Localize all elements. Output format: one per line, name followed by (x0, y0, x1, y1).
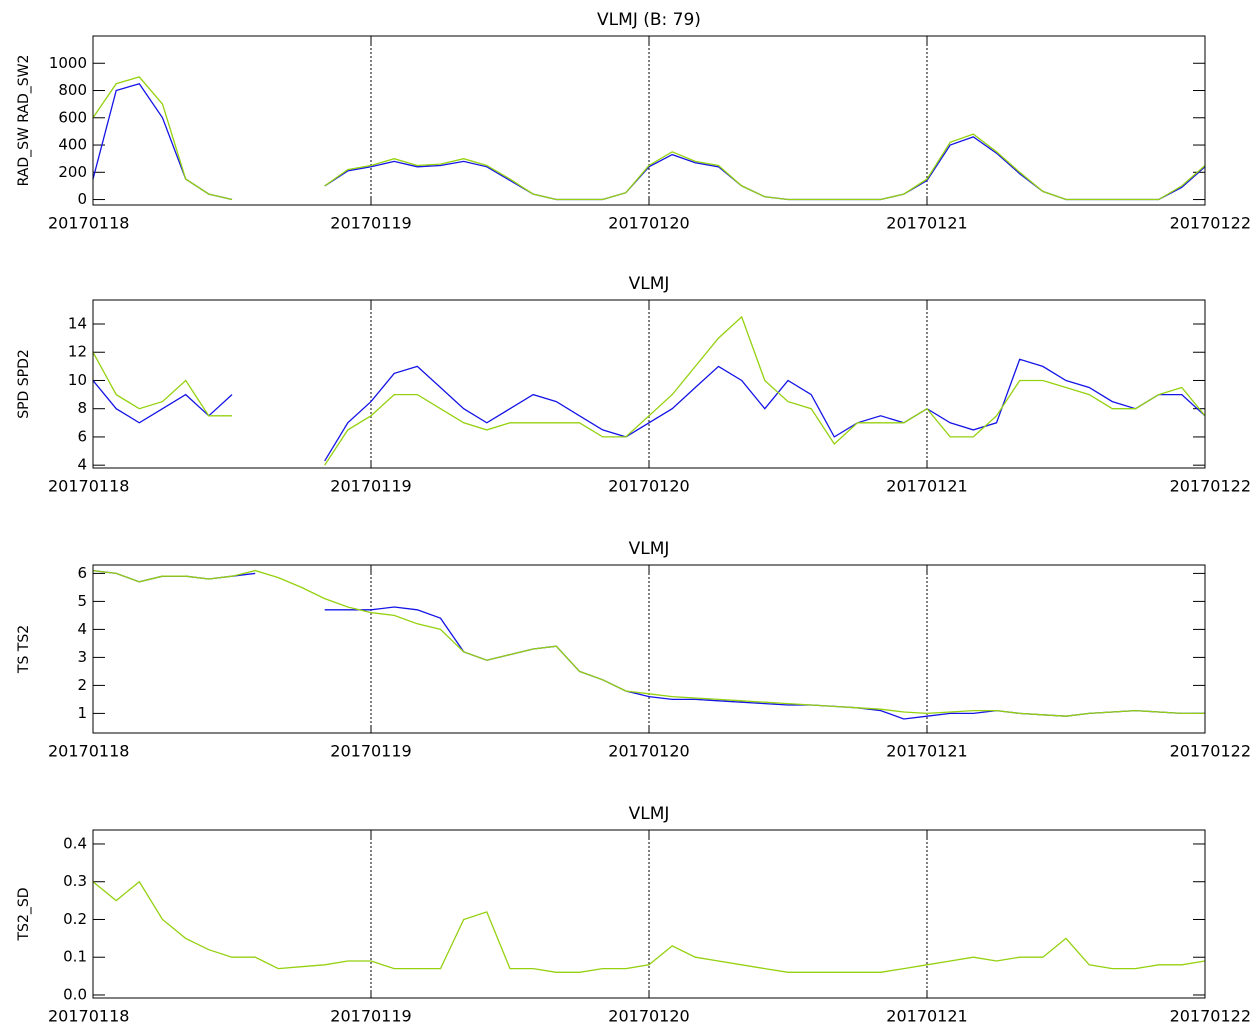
x-tick-label: 20170121 (886, 742, 967, 761)
chart-title: VLMJ (B: 79) (597, 10, 701, 30)
y-axis-label: RAD_SW RAD_SW2 (16, 55, 32, 187)
y-axis-label: TS TS2 (16, 625, 32, 674)
y-tick-label: 1000 (49, 54, 87, 72)
x-tick-label: 20170120 (608, 477, 689, 496)
x-tick-label: 20170118 (48, 214, 129, 233)
y-tick-label: 8 (77, 399, 87, 417)
y-tick-label: 1 (77, 704, 87, 722)
y-tick-label: 3 (77, 648, 87, 666)
x-tick-label: 20170118 (48, 1007, 129, 1026)
chart-title: VLMJ (629, 804, 670, 824)
chart-title: VLMJ (629, 274, 670, 294)
y-tick-label: 0.0 (63, 985, 87, 1003)
x-tick-label: 20170118 (48, 742, 129, 761)
x-tick-label: 20170121 (886, 1007, 967, 1026)
series-line (92, 76, 1206, 201)
y-tick-label: 0.4 (63, 834, 87, 852)
series-line (92, 569, 1205, 720)
plot-frame (92, 35, 1206, 206)
y-tick-label: 14 (68, 315, 87, 333)
y-tick-label: 400 (58, 136, 87, 154)
y-tick-label: 5 (77, 592, 87, 610)
x-tick-label: 20170120 (608, 214, 689, 233)
y-tick-label: 4 (77, 456, 87, 474)
y-axis-label: TS2_SD (16, 887, 32, 941)
x-tick-label: 20170120 (608, 742, 689, 761)
y-tick-label: 800 (58, 81, 87, 99)
x-tick-label: 20170119 (330, 1007, 411, 1026)
y-tick-label: 2 (77, 676, 87, 694)
series-line (92, 880, 1206, 973)
chart-title: VLMJ (629, 539, 670, 559)
x-tick-label: 20170122 (1170, 214, 1251, 233)
x-tick-label: 20170119 (330, 742, 411, 761)
series-line (92, 315, 1206, 466)
y-tick-label: 600 (58, 108, 87, 126)
y-tick-label: 6 (77, 427, 87, 445)
x-tick-label: 20170122 (1170, 1007, 1251, 1026)
y-tick-label: 0.3 (63, 872, 87, 890)
x-tick-label: 20170122 (1170, 742, 1251, 761)
plot-frame (92, 829, 1206, 999)
x-tick-label: 20170122 (1170, 477, 1251, 496)
y-tick-label: 12 (68, 343, 87, 361)
y-tick-label: 6 (77, 564, 87, 582)
plot-frame (92, 299, 1206, 469)
y-tick-label: 200 (58, 163, 87, 181)
y-tick-label: 0.2 (63, 910, 87, 928)
y-axis-label: SPD SPD2 (16, 349, 32, 419)
y-tick-label: 10 (68, 371, 87, 389)
x-tick-label: 20170121 (886, 214, 967, 233)
series-line (92, 569, 1205, 717)
x-tick-label: 20170120 (608, 1007, 689, 1026)
x-tick-label: 20170118 (48, 477, 129, 496)
x-tick-label: 20170121 (886, 477, 967, 496)
plot-frame (92, 564, 1206, 734)
y-tick-label: 0 (77, 190, 87, 208)
y-tick-label: 4 (77, 620, 87, 638)
y-tick-label: 0.1 (63, 948, 87, 966)
x-tick-label: 20170119 (330, 214, 411, 233)
x-tick-label: 20170119 (330, 477, 411, 496)
